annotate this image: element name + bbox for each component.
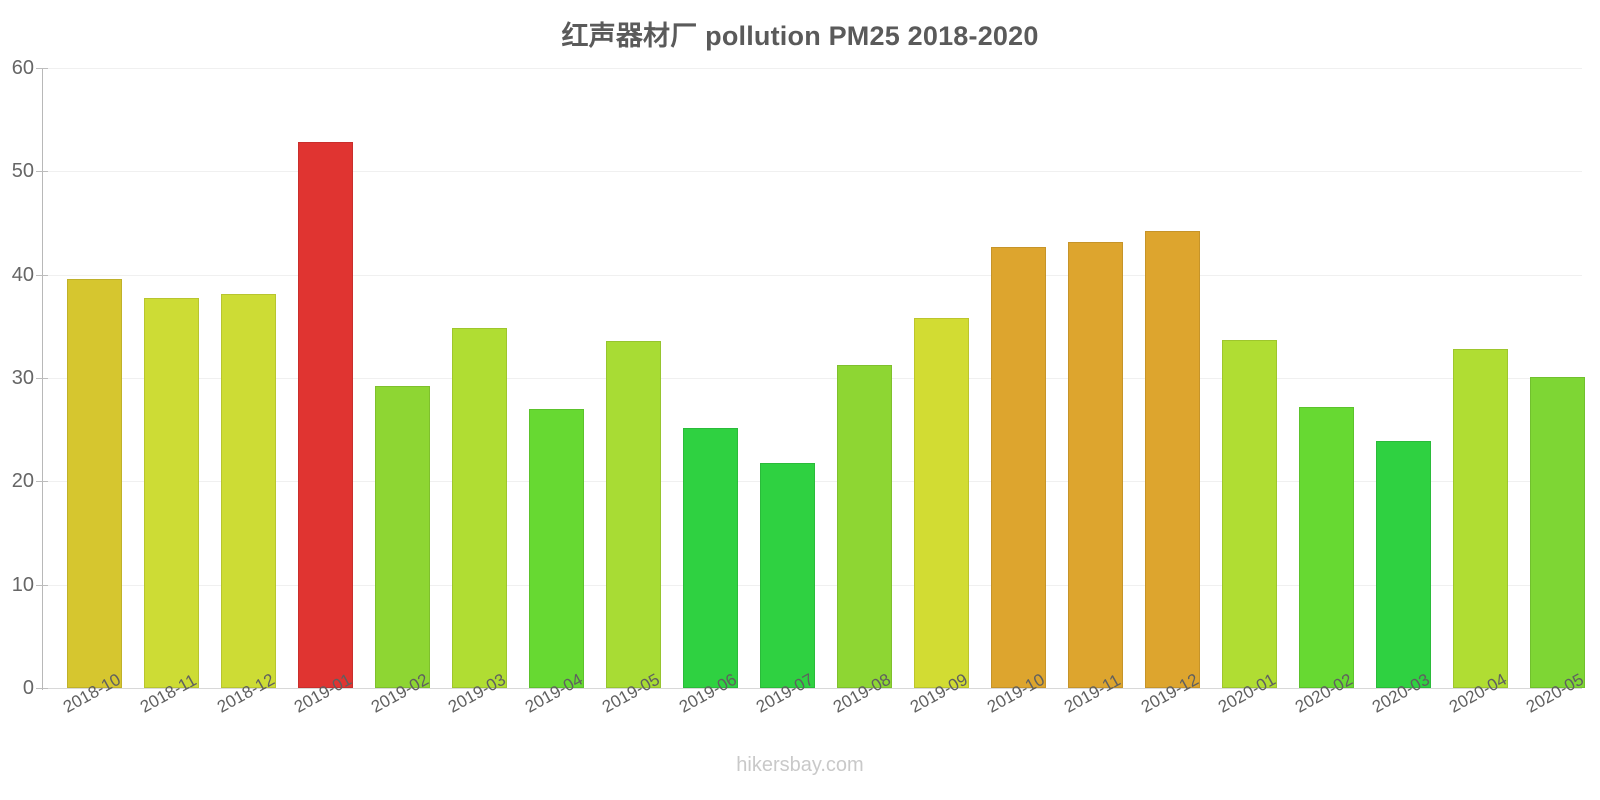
y-axis-tick-mark (36, 68, 48, 69)
bar[interactable] (1452, 349, 1509, 688)
bar[interactable] (1375, 441, 1432, 688)
gridline (42, 171, 1582, 173)
bar[interactable] (1144, 231, 1201, 688)
bar[interactable] (143, 298, 200, 688)
y-axis-tick-label: 30 (11, 367, 34, 389)
bar[interactable] (220, 294, 277, 688)
bar[interactable] (605, 340, 662, 688)
y-axis-tick-label: 10 (11, 573, 34, 596)
y-axis-tick-label: 40 (11, 263, 34, 286)
x-axis-baseline (42, 688, 1582, 689)
y-axis-tick-mark (36, 688, 48, 689)
bar[interactable] (1298, 406, 1355, 688)
bar[interactable] (1221, 339, 1278, 688)
bar[interactable] (528, 409, 585, 688)
y-axis-tick-mark (36, 171, 48, 173)
y-axis-tick-mark (36, 584, 48, 586)
bar[interactable] (682, 427, 739, 688)
bar[interactable] (66, 278, 123, 688)
bar[interactable] (1067, 241, 1124, 688)
y-axis-tick-label: 20 (11, 470, 34, 493)
bar[interactable] (913, 318, 970, 688)
y-axis-tick-mark (36, 378, 48, 379)
bar[interactable] (297, 142, 354, 688)
plot-area (42, 68, 1586, 688)
y-axis-tick-label: 60 (11, 57, 34, 79)
gridline (42, 68, 1582, 69)
y-axis-tick-label: 50 (11, 160, 34, 183)
y-axis-line (42, 68, 43, 690)
y-axis-tick-mark (36, 481, 48, 483)
bar[interactable] (451, 328, 508, 688)
y-axis-tick-mark (36, 274, 48, 276)
chart-title: 红声器材厂 pollution PM25 2018-2020 (561, 21, 1039, 51)
gridline (42, 378, 1582, 379)
bar[interactable] (374, 386, 431, 688)
gridline (42, 274, 1582, 276)
bar[interactable] (1529, 376, 1586, 688)
bar[interactable] (759, 462, 816, 688)
source-watermark: hikersbay.com (736, 754, 864, 776)
bar[interactable] (836, 364, 893, 688)
bar[interactable] (990, 246, 1047, 688)
y-axis-tick-label: 0 (22, 677, 34, 699)
